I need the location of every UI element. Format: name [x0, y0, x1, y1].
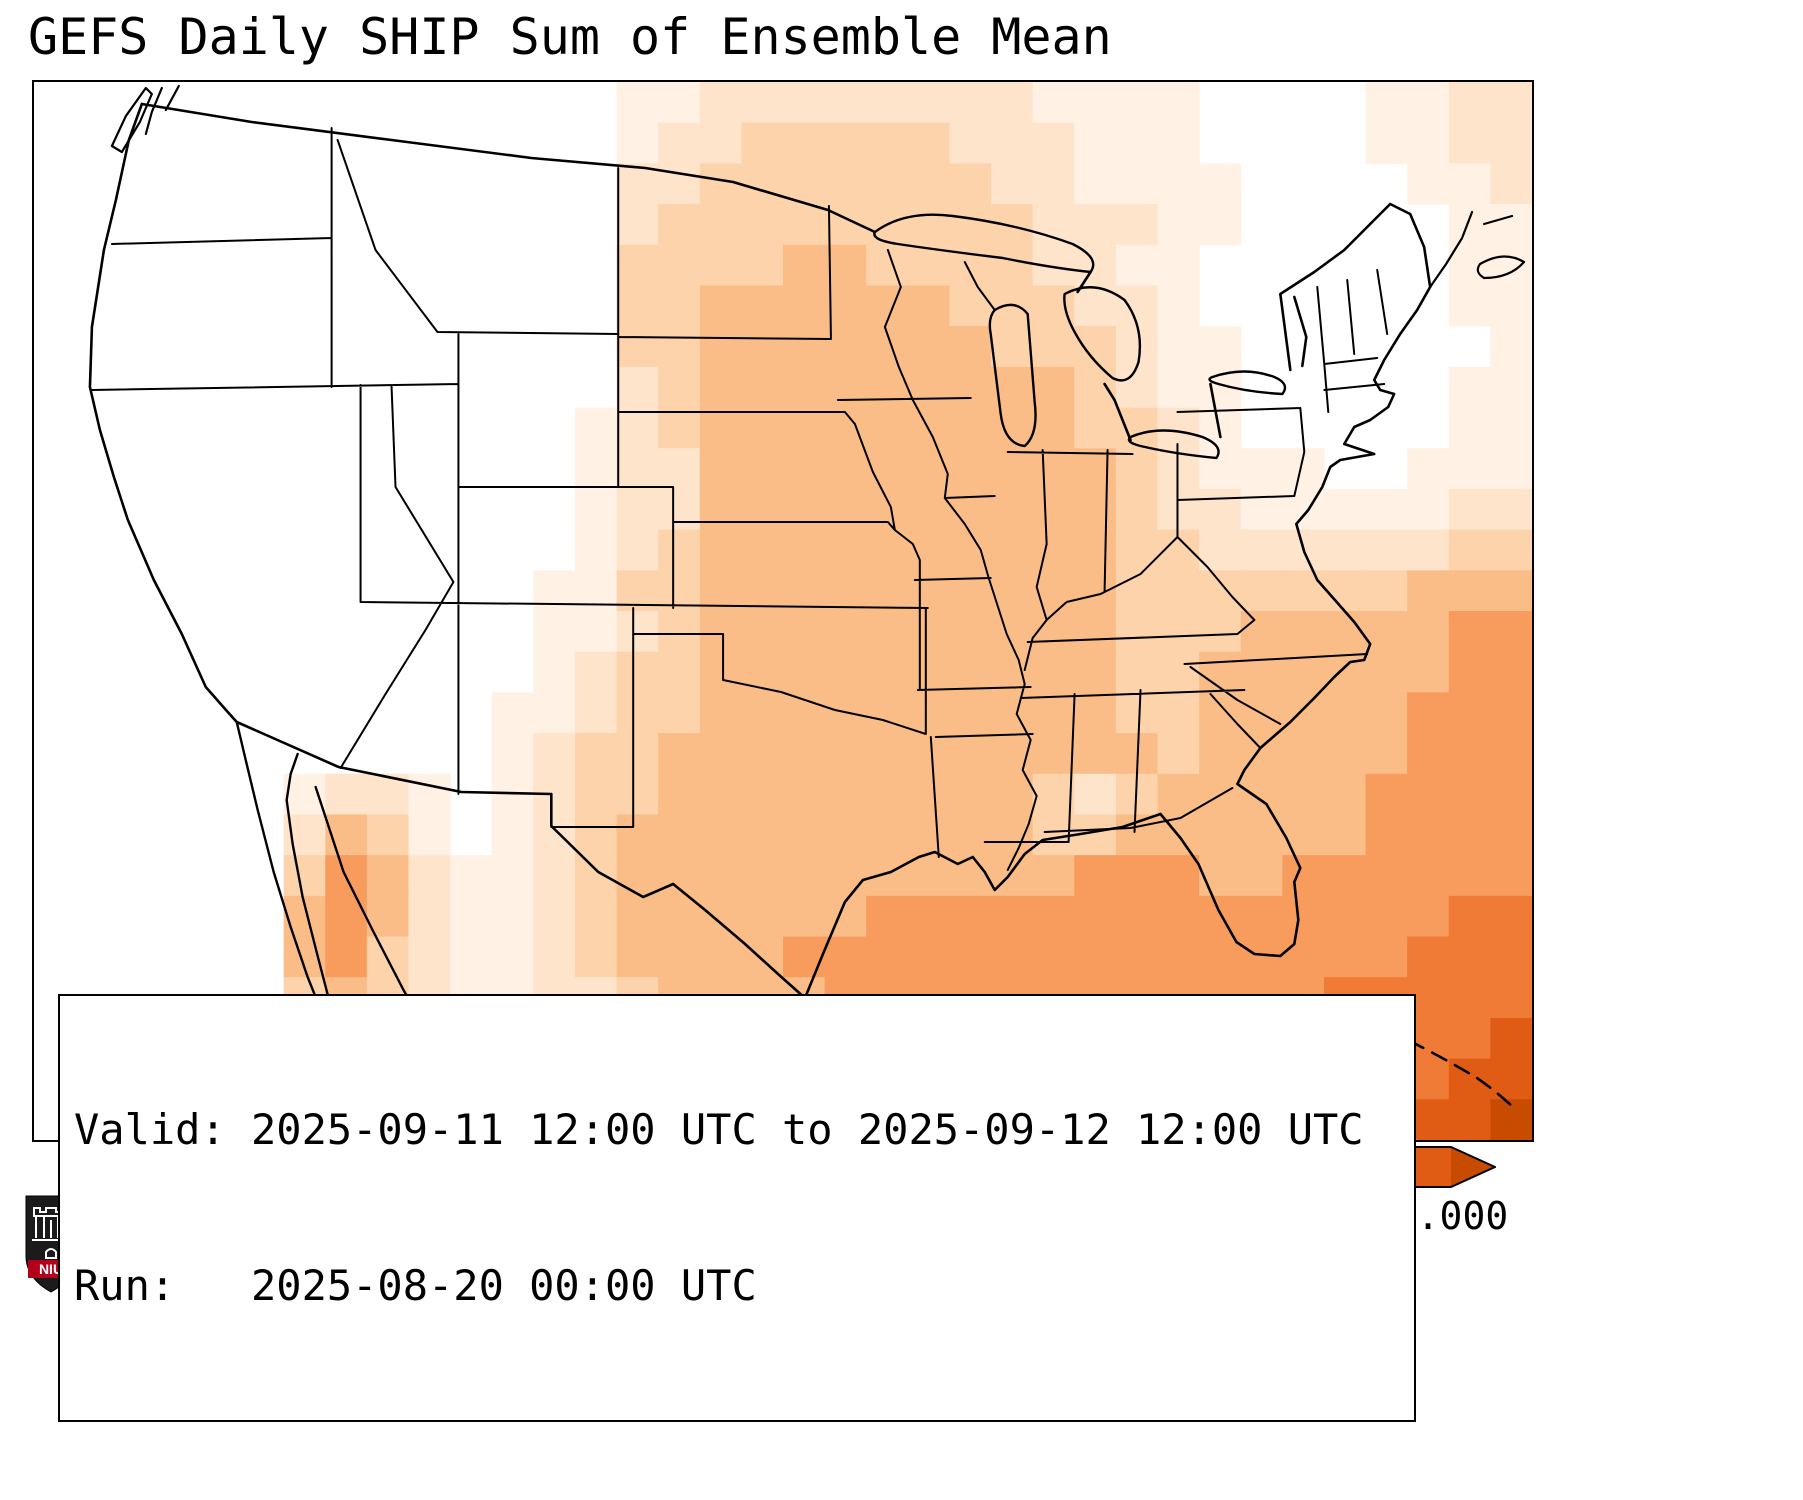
canada-coast-details	[110, 84, 1526, 289]
colorbar-over-arrow	[1451, 1147, 1495, 1187]
great-lakes	[873, 213, 1287, 460]
validity-info-box: Valid: 2025-09-11 12:00 UTC to 2025-09-1…	[58, 994, 1416, 1422]
valid-line: Valid: 2025-09-11 12:00 UTC to 2025-09-1…	[74, 1105, 1364, 1154]
run-line: Run: 2025-08-20 00:00 UTC	[74, 1261, 757, 1310]
us-coastline	[88, 102, 1432, 1000]
state-borders	[90, 127, 1389, 871]
conus-map	[88, 82, 1532, 1140]
logo-text: NIU	[39, 1261, 63, 1277]
map-frame: Valid: 2025-09-11 12:00 UTC to 2025-09-1…	[32, 80, 1534, 1422]
page-title: GEFS Daily SHIP Sum of Ensemble Mean	[28, 8, 1112, 66]
